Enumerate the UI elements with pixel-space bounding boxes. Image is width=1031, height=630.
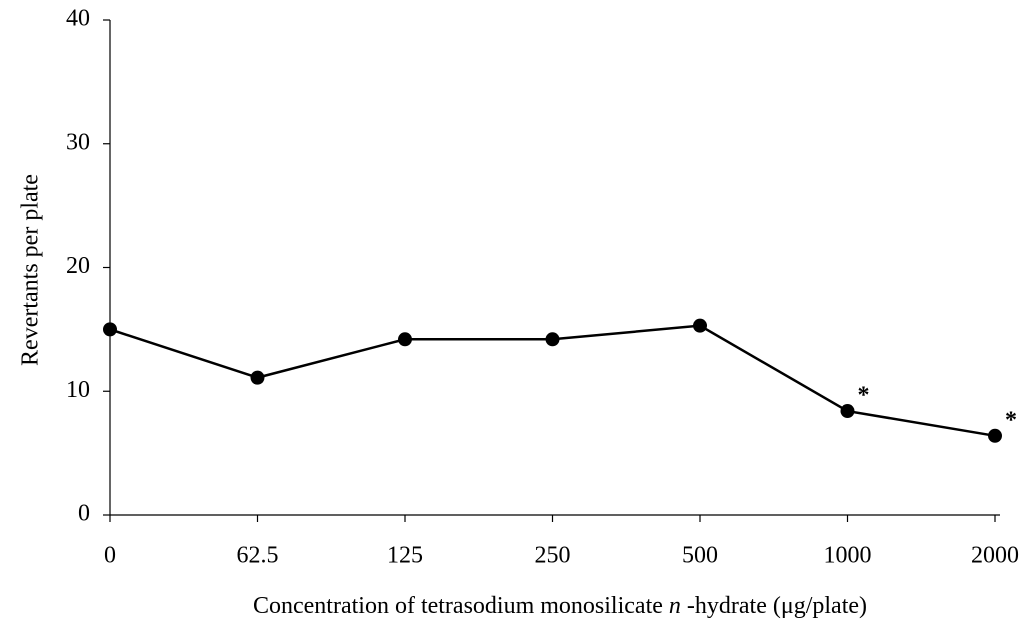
x-label-part: -hydrate (μg/plate) (681, 593, 867, 619)
x-tick-label: 2000 (971, 543, 1019, 569)
x-tick-label: 0 (104, 543, 116, 569)
annotation: * (858, 383, 870, 409)
point (545, 332, 560, 347)
y-tick-label: 40 (66, 6, 90, 32)
y-tick-label: 0 (78, 501, 90, 527)
x-tick-label: 1000 (824, 543, 872, 569)
point (398, 332, 412, 347)
annotation: * (1005, 407, 1017, 433)
x-axis-label: Concentration of tetrasodium monosilicat… (253, 593, 867, 619)
x-tick-label: 500 (682, 543, 718, 569)
point (693, 318, 707, 333)
x-tick-label: 62.5 (237, 543, 279, 569)
y-tick-label: 20 (66, 253, 90, 279)
point (988, 428, 1002, 443)
x-tick-label: 125 (387, 543, 423, 569)
point (103, 322, 117, 337)
point (840, 404, 855, 419)
y-axis-label: Revertants per plate (18, 174, 44, 366)
x-label-part: Concentration of tetrasodium monosilicat… (253, 593, 669, 619)
y-tick-label: 30 (66, 129, 90, 155)
y-tick-label: 10 (66, 377, 90, 403)
x-label-part: n (669, 593, 681, 619)
x-tick-label: 250 (535, 543, 571, 569)
point (250, 370, 265, 385)
